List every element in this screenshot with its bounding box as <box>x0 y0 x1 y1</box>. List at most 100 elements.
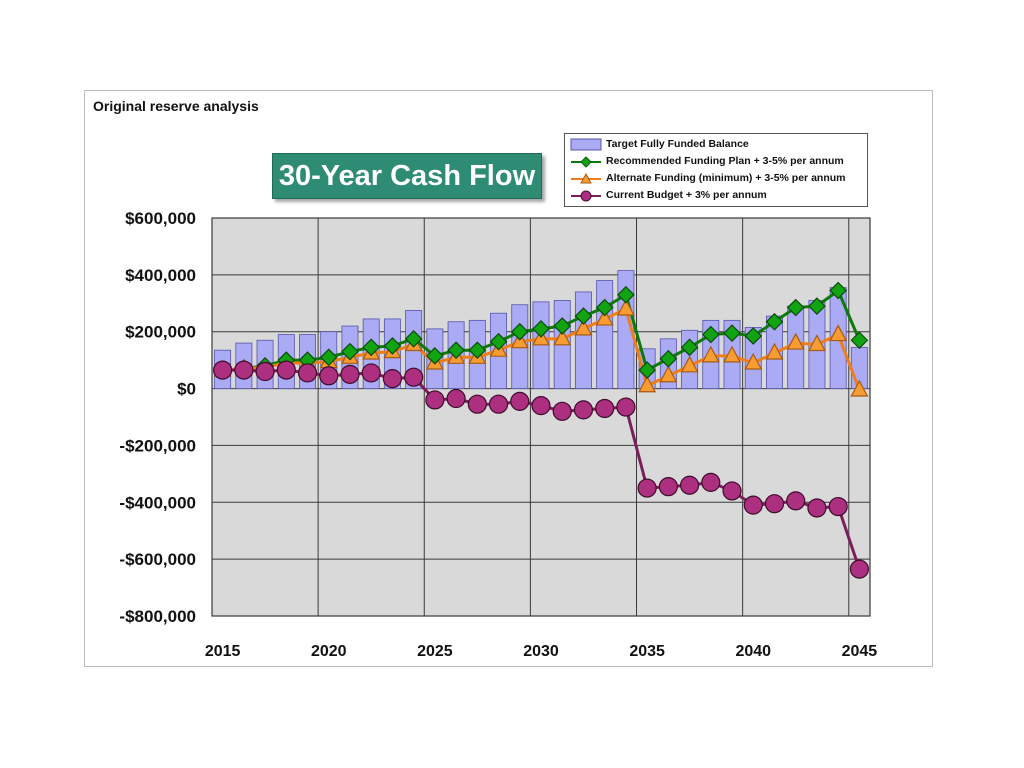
y-tick-label: -$400,000 <box>119 493 196 512</box>
recommended-point <box>808 297 826 315</box>
recommended-point <box>404 329 423 348</box>
alternate-point <box>595 308 614 326</box>
x-tick-label: 2040 <box>735 643 771 660</box>
recommended-point <box>383 337 402 355</box>
recommended-point <box>829 281 848 300</box>
alternate-point <box>723 345 742 363</box>
current-point <box>340 364 360 384</box>
current-point <box>807 498 827 518</box>
recommended-point <box>701 325 720 344</box>
recommended-point <box>659 349 678 368</box>
recommended-point <box>362 338 381 357</box>
current-point <box>255 361 275 382</box>
recommended-point <box>786 298 805 317</box>
recommended-point <box>680 338 699 357</box>
y-tick-label: $400,000 <box>125 266 196 285</box>
x-tick-label: 2025 <box>417 643 453 660</box>
recommended-point <box>723 324 741 342</box>
alternate-point <box>850 379 869 397</box>
bar <box>617 270 635 389</box>
current-point <box>361 363 381 383</box>
recommended-point <box>468 341 487 360</box>
current-point <box>595 398 615 419</box>
diamond-marker-icon <box>571 156 601 168</box>
current-point <box>637 478 657 498</box>
current-point <box>276 360 296 380</box>
alternate-point <box>616 298 635 316</box>
alternate-point <box>638 375 657 393</box>
current-point <box>849 559 869 579</box>
bar <box>574 291 592 389</box>
current-point <box>722 481 742 501</box>
current-point <box>743 495 763 515</box>
current-point <box>531 396 551 416</box>
recommended-point <box>595 298 614 317</box>
recommended-point <box>850 331 869 350</box>
recommended-point <box>426 347 444 365</box>
y-tick-label: $0 <box>177 380 196 399</box>
current-point <box>786 491 806 511</box>
chart-legend: Target Fully Funded Balance Recommended … <box>564 133 868 207</box>
bar <box>596 280 614 389</box>
current-point <box>488 394 509 414</box>
x-tick-label: 2035 <box>629 643 665 660</box>
alternate-point <box>807 334 826 352</box>
chart-title: 30-Year Cash Flow <box>272 153 542 199</box>
alternate-point <box>701 345 720 363</box>
recommended-point <box>553 317 572 335</box>
x-tick-label: 2030 <box>523 643 559 660</box>
current-point <box>319 366 339 386</box>
current-point <box>679 475 700 495</box>
recommended-point <box>510 322 529 341</box>
x-tick-label: 2015 <box>205 643 241 660</box>
current-point <box>382 369 403 389</box>
current-point <box>701 472 721 492</box>
legend-item-target: Target Fully Funded Balance <box>569 136 863 154</box>
current-point <box>425 390 445 410</box>
plot-area <box>212 218 870 616</box>
circle-marker-icon <box>571 190 601 202</box>
y-tick-label: $600,000 <box>125 209 196 228</box>
alternate-point <box>659 365 678 383</box>
legend-label: Recommended Funding Plan + 3-5% per annu… <box>606 155 844 167</box>
recommended-point <box>744 327 763 345</box>
x-tick-label: 2020 <box>311 643 347 660</box>
alternate-point <box>574 318 593 336</box>
current-point <box>510 391 530 411</box>
y-tick-label: $200,000 <box>125 323 196 342</box>
y-tick-label: -$600,000 <box>119 550 196 569</box>
current-point <box>297 363 318 383</box>
legend-label: Alternate Funding (minimum) + 3-5% per a… <box>606 172 846 184</box>
y-tick-label: -$800,000 <box>119 607 196 626</box>
recommended-point <box>319 348 338 367</box>
legend-label: Target Fully Funded Balance <box>606 138 749 150</box>
legend-item-current: Current Budget + 3% per annum <box>569 187 863 205</box>
current-point <box>404 367 424 387</box>
recommended-point <box>574 307 593 325</box>
current-point <box>552 401 572 421</box>
current-point <box>573 400 594 420</box>
alternate-point <box>786 332 805 350</box>
current-point <box>764 494 785 514</box>
triangle-marker-icon <box>571 172 601 184</box>
current-point <box>616 397 636 417</box>
alternate-point <box>744 352 763 370</box>
recommended-point <box>617 285 635 304</box>
alternate-point <box>765 342 784 360</box>
bar-swatch-icon <box>570 138 602 151</box>
recommended-point <box>341 342 359 361</box>
current-point <box>828 496 848 517</box>
recommended-point <box>447 341 465 360</box>
legend-item-recommended: Recommended Funding Plan + 3-5% per annu… <box>569 153 863 171</box>
alternate-point <box>553 328 572 346</box>
current-point <box>213 360 233 380</box>
current-point <box>467 394 487 414</box>
current-point <box>446 388 466 409</box>
plot-border <box>211 217 871 617</box>
recommended-point <box>638 361 656 379</box>
current-point <box>234 360 254 380</box>
x-tick-label: 2045 <box>842 643 878 660</box>
y-tick-label: -$200,000 <box>119 436 196 455</box>
legend-label: Current Budget + 3% per annum <box>606 189 767 201</box>
